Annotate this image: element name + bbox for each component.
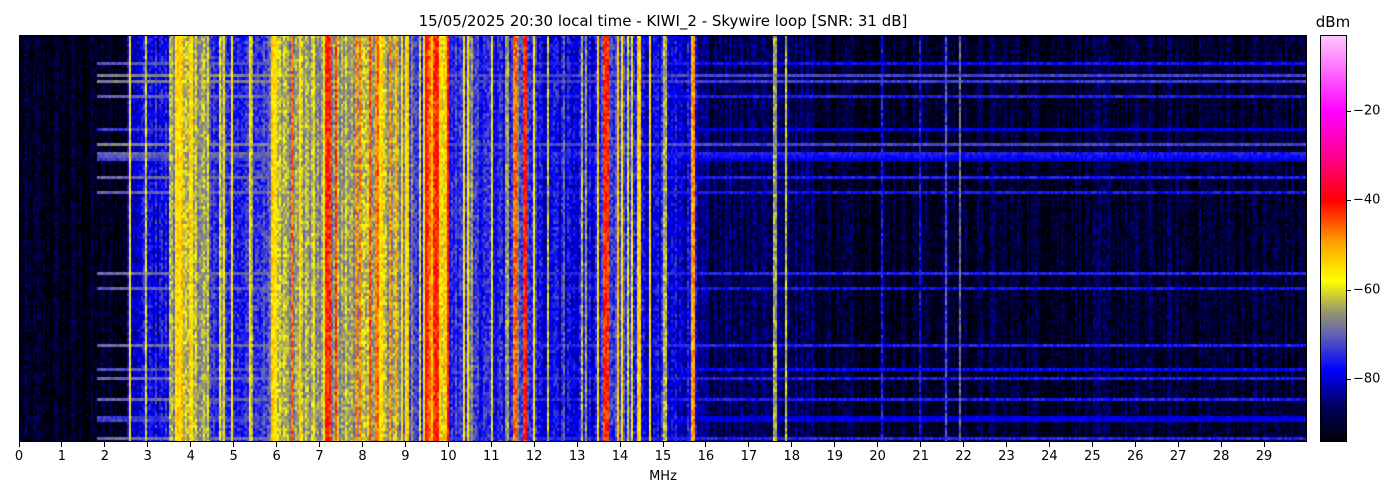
x-tick-mark <box>748 442 750 447</box>
x-tick-mark <box>705 442 707 447</box>
x-tick-mark <box>1091 442 1093 447</box>
x-tick-label: 16 <box>697 449 715 464</box>
x-tick-mark <box>18 442 20 447</box>
x-tick-label: 17 <box>740 449 758 464</box>
colorbar-tick-label: −60 <box>1353 282 1381 298</box>
colorbar-tick-mark <box>1347 289 1351 291</box>
x-tick-label: 3 <box>143 449 152 464</box>
colorbar-tick-label: −20 <box>1353 103 1381 119</box>
x-tick-mark <box>1048 442 1050 447</box>
x-tick-mark <box>147 442 149 447</box>
x-tick-mark <box>619 442 621 447</box>
colorbar-tick-mark <box>1347 379 1351 381</box>
x-tick-mark <box>920 442 922 447</box>
x-tick-label: 21 <box>912 449 929 464</box>
x-tick-mark <box>404 442 406 447</box>
x-tick-label: 15 <box>654 449 672 464</box>
x-tick-mark <box>490 442 492 447</box>
x-tick-mark <box>533 442 535 447</box>
x-tick-label: 25 <box>1084 449 1101 464</box>
x-tick-label: 0 <box>14 449 24 464</box>
x-tick-label: 6 <box>272 449 281 464</box>
x-tick-mark <box>1134 442 1136 447</box>
x-tick-mark <box>233 442 235 447</box>
colorbar <box>1320 35 1347 442</box>
x-tick-label: 8 <box>358 449 367 464</box>
colorbar-tick-mark <box>1347 111 1351 113</box>
x-tick-mark <box>576 442 578 447</box>
x-tick-label: 14 <box>611 449 629 464</box>
x-tick-label: 7 <box>315 449 324 464</box>
x-tick-mark <box>791 442 793 447</box>
x-tick-mark <box>1220 442 1222 447</box>
x-tick-label: 4 <box>186 449 195 464</box>
colorbar-tick-label: −40 <box>1353 192 1381 208</box>
x-tick-mark <box>1263 442 1265 447</box>
x-tick-mark <box>447 442 449 447</box>
x-tick-mark <box>662 442 664 447</box>
colorbar-tick-mark <box>1347 200 1351 202</box>
x-tick-label: 22 <box>955 449 972 464</box>
x-tick-label: 29 <box>1255 449 1273 464</box>
x-tick-label: 13 <box>568 449 586 464</box>
x-tick-label: 10 <box>440 449 457 464</box>
x-tick-label: 20 <box>869 449 886 464</box>
x-tick-mark <box>1005 442 1007 447</box>
x-tick-mark <box>61 442 63 447</box>
x-tick-mark <box>963 442 965 447</box>
x-tick-label: 23 <box>998 449 1015 464</box>
x-tick-label: 12 <box>525 449 543 464</box>
x-axis-label: MHz <box>649 469 677 484</box>
x-tick-mark <box>834 442 836 447</box>
x-tick-label: 27 <box>1169 449 1187 464</box>
x-tick-mark <box>104 442 106 447</box>
x-tick-mark <box>190 442 192 447</box>
x-tick-label: 1 <box>57 449 67 464</box>
x-tick-label: 18 <box>783 449 801 464</box>
x-tick-mark <box>1177 442 1179 447</box>
colorbar-frame <box>1320 35 1347 442</box>
x-tick-label: 5 <box>229 449 238 464</box>
x-tick-mark <box>276 442 278 447</box>
x-tick-mark <box>319 442 321 447</box>
x-tick-label: 2 <box>100 449 109 464</box>
x-tick-mark <box>361 442 363 447</box>
x-tick-label: 11 <box>482 449 500 464</box>
colorbar-tick-label: −80 <box>1353 371 1381 387</box>
x-tick-label: 26 <box>1126 449 1144 464</box>
x-tick-label: 9 <box>401 449 410 464</box>
spectrogram-heatmap <box>19 35 1307 442</box>
plot-frame <box>19 35 1307 442</box>
x-tick-label: 24 <box>1041 449 1058 464</box>
x-tick-label: 28 <box>1212 449 1230 464</box>
chart-title: 15/05/2025 20:30 local time - KIWI_2 - S… <box>418 12 908 30</box>
x-tick-mark <box>877 442 879 447</box>
x-tick-label: 19 <box>826 449 843 464</box>
colorbar-label: dBm <box>1315 13 1351 31</box>
